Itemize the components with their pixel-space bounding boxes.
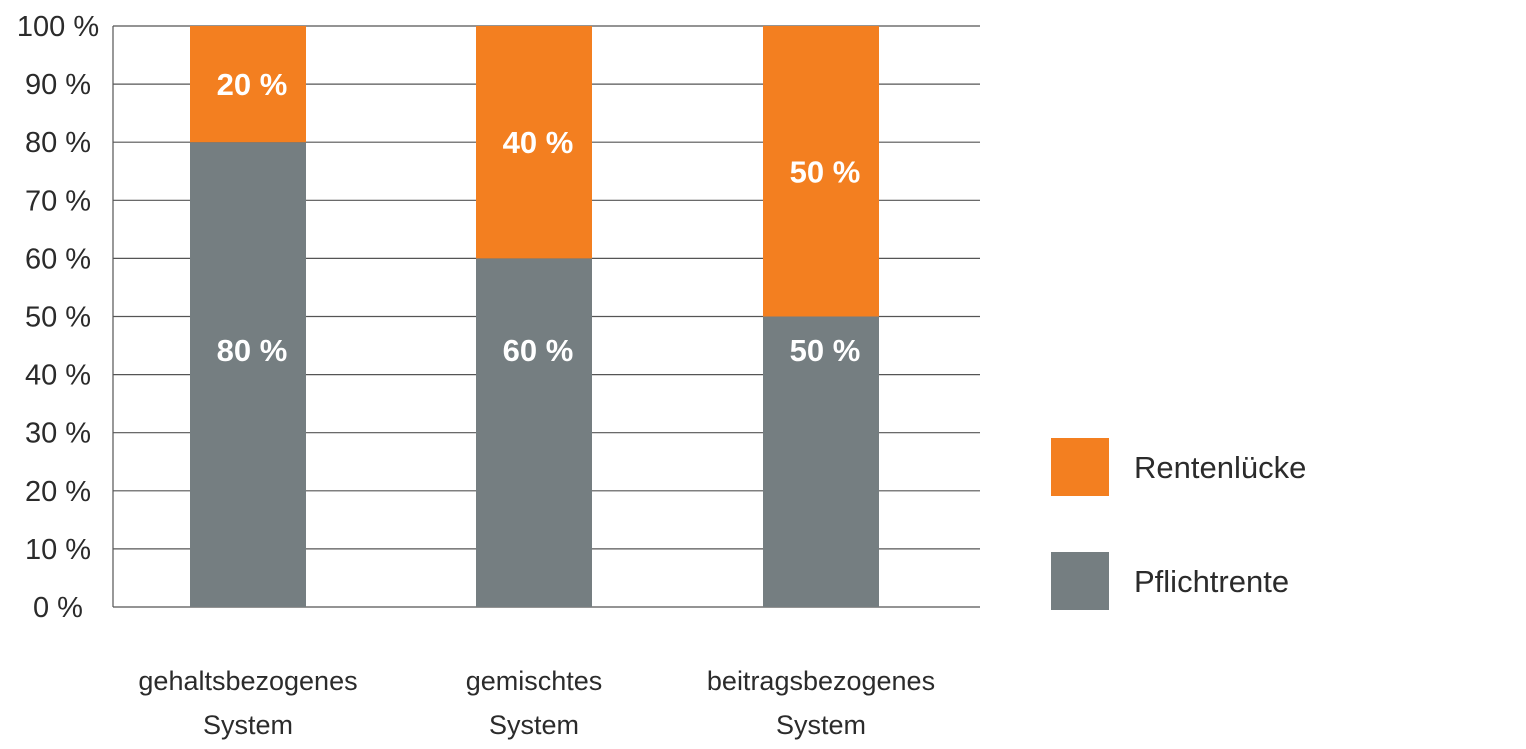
bar-data-label: 50 % xyxy=(790,333,861,368)
x-category-label: System xyxy=(203,710,293,740)
y-tick-label: 10 % xyxy=(25,534,91,566)
y-tick-label: 40 % xyxy=(25,360,91,392)
bar-data-label: 20 % xyxy=(217,67,288,102)
bar-segment-pflichtrente xyxy=(190,142,306,607)
x-category-label: beitragsbezogenes xyxy=(707,666,935,696)
legend-label: Pflichtrente xyxy=(1134,564,1289,599)
legend-swatch xyxy=(1051,552,1109,610)
x-category-label: System xyxy=(489,710,579,740)
bar-segment-rentenlücke xyxy=(476,26,592,259)
legend-swatch xyxy=(1051,438,1109,496)
x-category-label: gemischtes xyxy=(466,666,603,696)
y-tick-label: 60 % xyxy=(25,243,91,275)
bars: 80 % 20 % 60 % 40 % 50 % 50 % xyxy=(190,26,879,607)
bar-data-label: 40 % xyxy=(503,125,574,160)
x-category-label: System xyxy=(776,710,866,740)
y-tick-label: 100 % xyxy=(17,11,99,43)
y-tick-label: 80 % xyxy=(25,127,91,159)
legend-label: Rentenlücke xyxy=(1134,450,1306,485)
x-category-label: gehaltsbezogenes xyxy=(138,666,357,696)
y-tick-label: 20 % xyxy=(25,476,91,508)
y-tick-label: 90 % xyxy=(25,69,91,101)
y-tick-label: 70 % xyxy=(25,185,91,217)
x-axis-categories: gehaltsbezogenes System gemischtes System be… xyxy=(138,666,935,740)
y-tick-label: 0 % xyxy=(33,592,83,624)
bar-segment-rentenlücke xyxy=(763,26,879,317)
bar-segment-pflichtrente xyxy=(763,316,879,607)
y-axis-ticks: 0 % 10 % 20 % 30 % 40 % 50 % 60 % 70 % 80 % 90 % 1… xyxy=(17,11,99,624)
bar-data-label: 80 % xyxy=(217,333,288,368)
y-tick-label: 50 % xyxy=(25,302,91,334)
bar-segment-pflichtrente xyxy=(476,258,592,607)
y-tick-label: 30 % xyxy=(25,418,91,450)
legend: Rentenlücke Pflichtrente xyxy=(1051,438,1306,610)
bar-data-label: 50 % xyxy=(790,154,861,189)
bar-data-label: 60 % xyxy=(503,333,574,368)
bar-segment-rentenlücke xyxy=(190,26,306,143)
